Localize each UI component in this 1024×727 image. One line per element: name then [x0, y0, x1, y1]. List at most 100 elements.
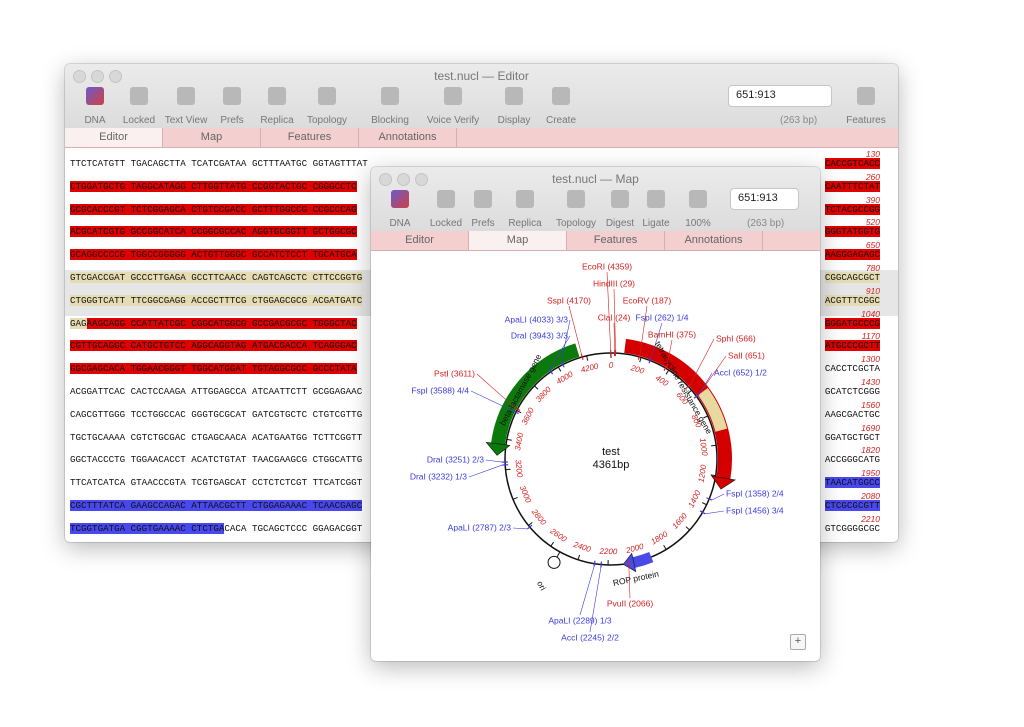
site-leader — [666, 339, 673, 366]
window-button[interactable] — [109, 70, 122, 83]
window-button[interactable] — [91, 70, 104, 83]
tick-label: 1200 — [697, 464, 709, 484]
site-leader — [485, 459, 503, 463]
zoom-button[interactable]: + — [790, 634, 806, 650]
length-text: (263 bp) — [780, 115, 818, 126]
toolbar-label[interactable]: Digest — [605, 218, 635, 229]
site-leader — [705, 510, 725, 515]
plasmid-size: 4361bp — [593, 459, 630, 471]
sequence-text: AAGGGAGAGC — [824, 249, 880, 261]
toolbar-icon[interactable] — [381, 87, 399, 105]
site-leader — [639, 305, 648, 354]
row-number: 780 — [865, 263, 880, 273]
site-tick — [512, 410, 519, 415]
range-field[interactable] — [730, 188, 799, 210]
toolbar-icon[interactable] — [552, 87, 570, 105]
toolbar-label[interactable]: DNA — [84, 115, 106, 126]
row-number: 1300 — [861, 354, 880, 365]
sequence-text: GCGCACCCGT TCTCGGAGCA CTGTCCGACC GCTTTGG… — [70, 203, 357, 215]
sequence-line: TGCTGCAAAA CGTCTGCGAC CTGAGCAACA ACATGAA… — [70, 432, 362, 443]
tab[interactable]: Map — [469, 231, 567, 250]
sequence-text: CAGCGTTGGG TCCTGGCCAC GGGTGCGCAT GATCGTG… — [70, 408, 363, 420]
site-label: DraI (3232) 1/3 — [410, 471, 467, 481]
toolbar-icon[interactable] — [516, 190, 534, 208]
toolbar-icon[interactable] — [611, 190, 629, 208]
tab[interactable]: Features — [567, 231, 665, 250]
window-button[interactable] — [379, 173, 392, 186]
row-number: 2080 — [861, 491, 880, 501]
toolbar-icon[interactable] — [437, 190, 455, 208]
tick-mark — [701, 502, 707, 506]
window-button[interactable] — [397, 173, 410, 186]
row-number: 260 — [865, 171, 880, 182]
window-button[interactable] — [415, 173, 428, 186]
toolbar-label[interactable]: Text View — [164, 115, 208, 126]
tick-mark — [703, 415, 709, 419]
toolbar-icon[interactable] — [857, 87, 875, 105]
tab[interactable]: Editor — [65, 128, 163, 147]
toolbar-icon[interactable] — [391, 190, 409, 208]
toolbar-label[interactable]: Prefs — [220, 115, 244, 126]
toolbar-icon[interactable] — [567, 190, 585, 208]
toolbar-label[interactable]: Display — [497, 115, 531, 126]
tick-mark — [687, 389, 692, 394]
toolbar-label[interactable]: Replica — [260, 115, 294, 126]
toolbar-icon[interactable] — [444, 87, 462, 105]
tab[interactable]: Annotations — [665, 231, 763, 250]
map-pane: 0 200 400 600 800 1000 1200 1400 1600 1800 2000 220… — [371, 251, 820, 661]
site-leader — [628, 566, 631, 599]
toolbar-label[interactable]: Features — [846, 115, 886, 126]
sequence-text: GGGTATGGTG — [824, 226, 880, 238]
row-number: 1040 — [861, 308, 880, 319]
toolbar-label[interactable]: Topology — [306, 115, 348, 126]
tab[interactable]: Annotations — [359, 128, 457, 147]
feature-name: beta-lactamase gene — [497, 352, 543, 427]
toolbar-label[interactable]: Voice Verify — [426, 115, 480, 126]
sequence-text: GAG — [70, 317, 87, 329]
window-button[interactable] — [73, 70, 86, 83]
toolbar-icon[interactable] — [223, 87, 241, 105]
toolbar-icon[interactable] — [268, 87, 286, 105]
toolbar-label[interactable]: DNA — [389, 218, 411, 229]
tick-label: 1000 — [698, 437, 709, 456]
sequence-text: CTGGATGCTG TAGGCATAGG CTTGGTTATG CCGGTAC… — [70, 180, 357, 192]
sequence-text: TTCTCATGTT TGACAGCTTA TCATCGATAA GCTTTAA… — [70, 158, 368, 169]
tick-label: 2600 — [548, 526, 569, 544]
toolbar-label[interactable]: Prefs — [471, 218, 495, 229]
feature-arrow — [485, 441, 511, 456]
tick-mark — [586, 355, 589, 361]
tick-label: 3600 — [520, 406, 536, 426]
toolbar-label[interactable]: Locked — [122, 115, 156, 126]
toolbar-icon[interactable] — [689, 190, 707, 208]
tab[interactable]: Features — [261, 128, 359, 147]
toolbar-icon[interactable] — [130, 87, 148, 105]
toolbar-icon[interactable] — [86, 87, 104, 105]
toolbar-icon[interactable] — [177, 87, 195, 105]
toolbar-icon[interactable] — [505, 87, 523, 105]
tick-label: 3000 — [518, 484, 533, 504]
toolbar-icon[interactable] — [318, 87, 336, 105]
site-leader — [476, 373, 516, 408]
site-leader — [613, 322, 616, 351]
toolbar-label[interactable]: Blocking — [371, 115, 409, 126]
range-field[interactable] — [728, 85, 832, 107]
row-number: 390 — [865, 194, 880, 205]
tab[interactable]: Map — [163, 128, 261, 147]
toolbar-label[interactable]: 100% — [685, 218, 711, 229]
toolbar-label[interactable]: Create — [545, 115, 577, 126]
row-number: 1170 — [861, 331, 880, 342]
range-text: 651:913 — [738, 192, 778, 204]
sequence-line: CTGGATGCTG TAGGCATAGG CTTGGTTATG CCGGTAC… — [70, 180, 357, 192]
tick-mark — [516, 410, 522, 414]
toolbar-label[interactable]: Topology — [555, 218, 597, 229]
toolbar-icon[interactable] — [474, 190, 492, 208]
toolbar-icon[interactable] — [647, 190, 665, 208]
sequence-text: CGCTTTATCA GAAGCCAGAC ATTAACGCTT CTGGAGA… — [70, 500, 363, 511]
toolbar-label[interactable]: Locked — [429, 218, 463, 229]
toolbar-label[interactable]: Replica — [508, 218, 542, 229]
row-number: 1820 — [861, 445, 880, 456]
toolbar-label[interactable]: Ligate — [642, 218, 670, 229]
tick-mark — [577, 554, 581, 560]
tab[interactable]: Editor — [371, 231, 469, 250]
tick-label: 1400 — [687, 489, 703, 509]
